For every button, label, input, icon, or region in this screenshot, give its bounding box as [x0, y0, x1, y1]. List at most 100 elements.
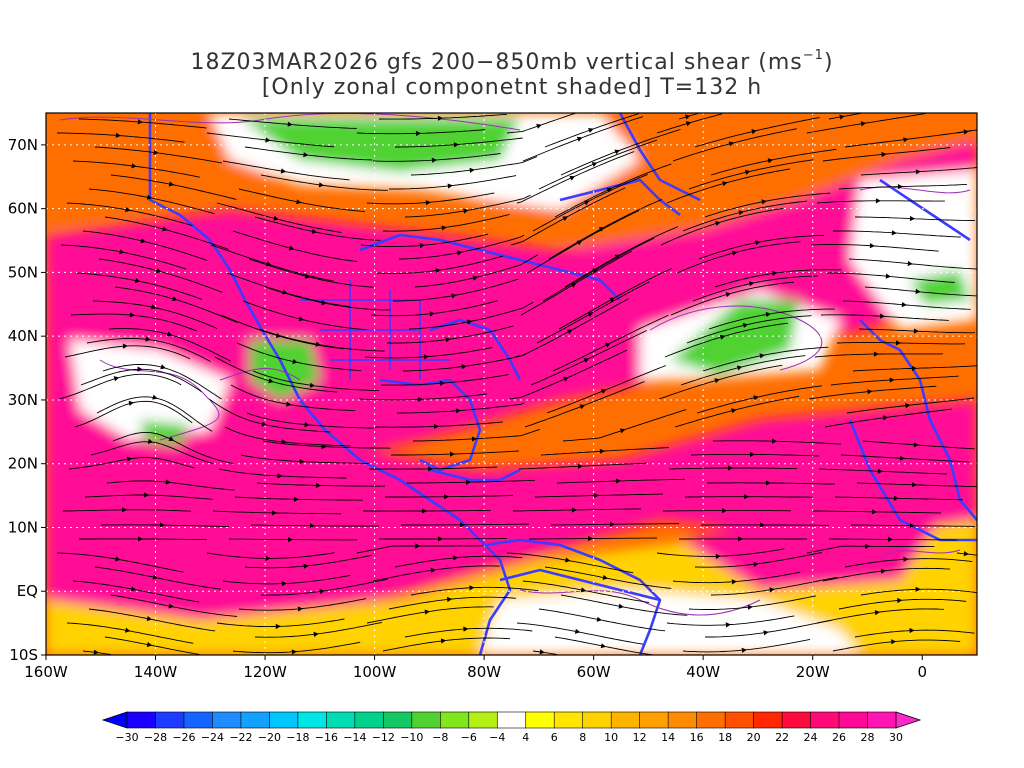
streamline-arrow	[287, 121, 293, 127]
streamline-arrow	[469, 167, 475, 173]
lon-tick-label: 100W	[353, 663, 397, 681]
streamline-arrow	[747, 604, 753, 610]
streamline-arrow	[441, 225, 447, 231]
streamline-arrow	[419, 243, 425, 249]
streamline-arrow	[463, 626, 469, 632]
chart-title-line-1: 18Z03MAR2026 gfs 200−850mb vertical shea…	[190, 48, 834, 75]
streamline-arrow	[909, 215, 915, 222]
streamline-arrow	[297, 606, 303, 612]
streamline-arrow	[867, 389, 873, 395]
streamline-arrow	[137, 366, 143, 372]
colorbar-swatch	[411, 711, 441, 729]
colorbar-label: 14	[661, 731, 675, 744]
streamline-arrow	[738, 536, 743, 542]
streamline-arrow	[609, 297, 615, 303]
streamline-arrow	[451, 293, 457, 299]
streamline-arrow	[275, 623, 281, 630]
colorbar-label: 30	[889, 731, 903, 744]
streamline-arrow	[569, 175, 575, 181]
streamline-arrow	[588, 535, 593, 542]
streamline-arrow	[281, 439, 287, 445]
colorbar-label: 18	[718, 731, 732, 744]
streamline-arrow	[911, 482, 917, 488]
coastline-segment	[499, 568, 661, 602]
streamline-arrow	[134, 277, 141, 283]
streamline-arrow	[606, 187, 613, 193]
streamline-arrow	[759, 353, 765, 359]
negative-shear-region-pacific	[140, 420, 190, 445]
streamline-arrow	[839, 114, 845, 120]
colorbar-swatch	[867, 711, 897, 729]
lat-tick-label: EQ	[17, 582, 38, 600]
streamline-arrow	[122, 343, 128, 349]
colorbar-label: 28	[861, 731, 875, 744]
colorbar-label: −8	[432, 731, 448, 744]
streamline-arrow	[714, 378, 720, 384]
streamline-arrow	[885, 273, 891, 279]
colorbar-label: −16	[315, 731, 338, 744]
colorbar-label: −4	[489, 731, 505, 744]
colorbar-swatch	[525, 711, 555, 729]
lon-tick-label: 160W	[24, 663, 68, 681]
lon-tick-label: 20W	[796, 663, 830, 681]
streamline-arrow	[428, 466, 433, 472]
colorbar-swatch	[297, 711, 327, 729]
streamline-arrow	[461, 364, 467, 370]
contour-line	[859, 186, 971, 194]
streamline-arrow	[463, 208, 469, 214]
streamline-arrow	[566, 329, 573, 335]
streamline-arrow	[715, 221, 721, 226]
streamline-arrow	[146, 194, 153, 200]
streamline-arrow	[536, 123, 542, 129]
colorbar-swatch	[383, 711, 413, 729]
streamline-arrow	[417, 396, 423, 402]
streamline-arrow	[897, 184, 903, 190]
streamline-arrow	[115, 556, 121, 562]
streamline-arrow	[447, 596, 453, 602]
streamline-arrow	[880, 568, 887, 574]
streamline-arrow	[273, 215, 279, 221]
colorbar-label: −20	[258, 731, 281, 744]
streamline-arrow	[873, 351, 879, 357]
streamline-arrow	[318, 182, 325, 188]
streamline-arrow	[311, 228, 318, 234]
streamline-arrow	[604, 342, 611, 348]
streamline-arrow	[447, 183, 453, 189]
contour-line	[219, 367, 301, 381]
streamline-arrow	[610, 521, 615, 527]
streamline-arrow	[455, 408, 461, 414]
colorbar-swatch	[696, 711, 726, 729]
streamline-arrow	[423, 354, 429, 360]
streamline-arrow	[293, 496, 299, 502]
streamline-arrow	[291, 649, 297, 655]
streamline-arrow	[438, 536, 443, 542]
streamline-arrow	[437, 115, 443, 121]
colorbar-label: −26	[172, 731, 195, 744]
lat-tick-label: 40N	[8, 327, 38, 345]
streamline-arrow	[888, 536, 893, 542]
colorbar-label: −18	[286, 731, 309, 744]
streamline-arrow	[288, 245, 295, 251]
streamline-arrow	[580, 587, 587, 593]
streamline-arrow	[321, 300, 327, 306]
streamline-arrow	[425, 200, 431, 206]
streamline-arrow	[772, 270, 778, 276]
streamline-arrow	[277, 473, 283, 479]
streamline-arrow	[281, 581, 287, 587]
streamline-arrow	[137, 119, 143, 125]
streamline-arrow	[576, 136, 583, 142]
streamline-arrow	[304, 273, 311, 279]
colorbar-swatch	[582, 711, 612, 729]
streamline-arrow	[145, 336, 151, 342]
coastline-segment	[559, 178, 681, 217]
streamline-arrow	[763, 630, 769, 636]
streamline-arrow	[303, 563, 309, 569]
streamline-arrow	[576, 240, 583, 246]
streamline-arrow	[146, 616, 153, 622]
colorbar-swatch	[240, 711, 271, 729]
colorbar-swatch	[269, 711, 299, 729]
colorbar-label: 24	[804, 731, 818, 744]
streamline-arrow	[583, 200, 590, 206]
streamline-arrow	[750, 451, 755, 457]
colorbar-min-arrow	[101, 711, 128, 729]
